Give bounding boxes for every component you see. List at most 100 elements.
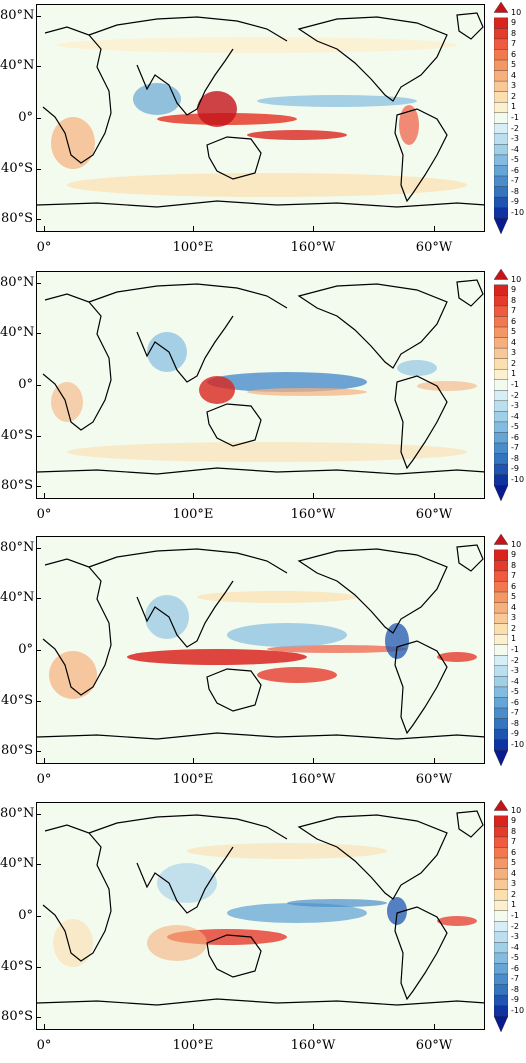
coastline [88,548,288,574]
anomaly-patch [267,645,407,653]
y-tick-mark [36,169,41,170]
colorbar-bin [494,591,508,604]
coastline [37,732,484,740]
x-tick-label: 0° [36,240,52,255]
colorbar-bin [494,337,508,349]
colorbar-bin [494,707,508,720]
x-tick-mark [193,758,194,764]
map-plot-area [36,536,485,764]
colorbar-label: 6 [511,316,517,326]
colorbar-bin [494,368,508,381]
colorbar-label: 6 [511,581,517,591]
colorbar-bin [494,295,508,307]
colorbar-bin [494,474,508,486]
colorbar-label: -8 [511,984,519,994]
colorbar-bin [494,154,508,167]
colorbar-bin [494,826,508,838]
x-tick-label: 60°W [415,1038,453,1053]
panel-4: 80°N 40°N 0° 40°S 80°S 0° 100°E 160°W 60°W 10 9 8 7 6… [0,798,526,1063]
y-tick-label: 40°S [1,959,33,974]
y-tick-mark [36,486,41,487]
colorbar [494,269,508,501]
colorbar-label: 8 [511,560,517,570]
coastline [456,544,484,572]
anomaly-patch [57,37,457,53]
colorbar-bin [494,80,508,93]
y-tick-mark [36,751,41,752]
colorbar-bin [494,665,508,678]
anomaly-patch [197,591,357,603]
coastline [37,467,484,475]
map-plot-area [36,4,485,232]
colorbar-label: 1 [511,369,517,379]
colorbar-bin [494,196,508,209]
coastline [88,814,288,840]
colorbar-bin [494,1005,508,1017]
colorbar-label: -7 [511,176,519,186]
y-tick-label: 80°S [1,1009,33,1024]
colorbar-label: -9 [511,197,519,207]
colorbar-bin [494,899,508,912]
colorbar-bin [494,59,508,72]
colorbar-bin [494,889,508,901]
y-tick-mark [36,548,41,549]
anomaly-patch [247,130,347,140]
colorbar-label: -9 [511,995,519,1005]
anomaly-patch [157,863,217,903]
coastline [88,283,288,309]
y-tick-mark [36,283,41,284]
coastline [456,12,484,40]
x-tick-mark [434,758,435,764]
colorbar-bin [494,442,508,455]
x-tick-mark [434,493,435,499]
colorbar-bin [494,463,508,476]
anomaly-patch [51,117,95,169]
colorbar-label: 10 [511,539,522,549]
x-tick-label: 160°W [290,240,336,255]
y-tick-mark [36,385,41,386]
x-tick-mark [44,758,45,764]
colorbar-bin [494,973,508,986]
colorbar-bin [494,942,508,954]
colorbar-bin [494,38,508,51]
x-tick-mark [44,493,45,499]
y-tick-label: 0° [18,110,33,125]
colorbar-label: 3 [511,348,517,358]
colorbar-label: 1 [511,634,517,644]
colorbar-top-triangle [494,534,508,545]
y-tick-label: 40°N [0,58,35,73]
map-plot-area [36,802,485,1030]
colorbar-label: 6 [511,49,517,59]
colorbar-label: -2 [511,390,519,400]
y-tick-label: 80°N [0,275,35,290]
colorbar-top-triangle [494,269,508,280]
colorbar-bin [494,633,508,646]
colorbar-bin [494,358,508,370]
colorbar-label: -2 [511,123,519,133]
y-tick-mark [36,219,41,220]
x-tick-label: 60°W [415,240,453,255]
colorbar-bin [494,28,508,40]
colorbar-bin [494,70,508,82]
x-tick-label: 160°W [290,1038,336,1053]
colorbar-label: -9 [511,729,519,739]
y-tick-label: 40°N [0,590,35,605]
colorbar-label: -1 [511,380,519,389]
anomaly-patch [387,897,407,925]
colorbar-bin [494,868,508,880]
map-svg [37,544,484,740]
y-tick-label: 40°S [1,693,33,708]
anomaly-patch [67,173,467,197]
panel-2: 80°N 40°N 0° 40°S 80°S 0° 100°E 160°W 60°W 10 9 8 7 6… [0,267,526,532]
anomaly-patch [417,381,477,391]
colorbar-label: 2 [511,623,517,633]
coastline [394,108,448,203]
x-tick-label: 60°W [415,772,453,787]
colorbar-label: -4 [511,144,519,154]
colorbar-label: -3 [511,666,519,676]
colorbar-bin [494,952,508,965]
colorbar-label: 4 [511,602,517,612]
coastline [297,548,448,634]
anomaly-patch [145,595,189,639]
y-tick-mark [36,814,41,815]
